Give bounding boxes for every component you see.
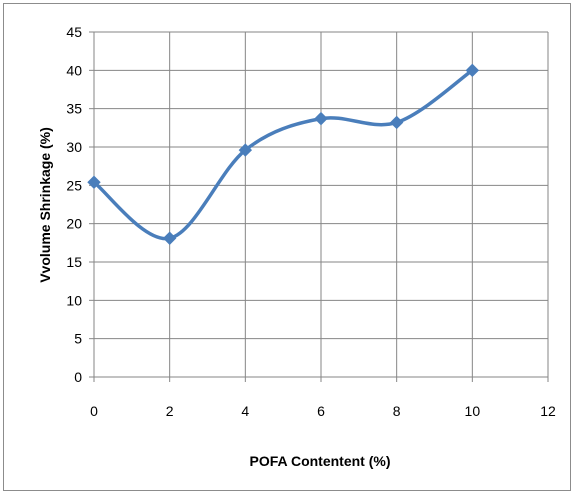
x-tick-label: 4 <box>241 403 249 419</box>
series-group <box>87 63 480 245</box>
data-point-marker <box>389 115 404 130</box>
y-tick-label: 10 <box>66 292 82 308</box>
x-tick-labels: 0 2 4 6 8 10 12 <box>90 403 556 419</box>
x-tick-label: 12 <box>540 403 556 419</box>
y-tick-label: 20 <box>66 216 82 232</box>
x-tick-label: 0 <box>90 403 98 419</box>
x-tick-label: 6 <box>317 403 325 419</box>
x-tick-label: 8 <box>393 403 401 419</box>
axes <box>89 31 549 382</box>
x-tick-label: 10 <box>465 403 481 419</box>
x-axis-title: POFA Contentent (%) <box>249 453 390 469</box>
y-tick-label: 40 <box>66 62 82 78</box>
y-tick-label: 45 <box>66 24 82 40</box>
data-point-marker <box>87 175 101 189</box>
y-tick-label: 15 <box>66 254 82 270</box>
y-tick-label: 25 <box>66 177 82 193</box>
y-axis-title: Vvolume Shrinkage (%) <box>37 127 53 283</box>
y-tick-labels: 0 5 10 15 20 25 30 35 40 45 <box>66 24 82 385</box>
y-tick-label: 5 <box>74 331 82 347</box>
data-point-marker <box>465 63 480 78</box>
x-tick-label: 2 <box>166 403 174 419</box>
chart-area <box>3 3 571 491</box>
grid-lines <box>94 31 549 377</box>
data-point-marker <box>314 111 328 126</box>
y-tick-label: 0 <box>74 369 82 385</box>
y-tick-label: 30 <box>66 139 82 155</box>
data-point-marker <box>162 231 177 245</box>
y-tick-label: 35 <box>66 101 82 117</box>
data-point-marker <box>238 143 253 157</box>
series-line <box>92 68 475 241</box>
